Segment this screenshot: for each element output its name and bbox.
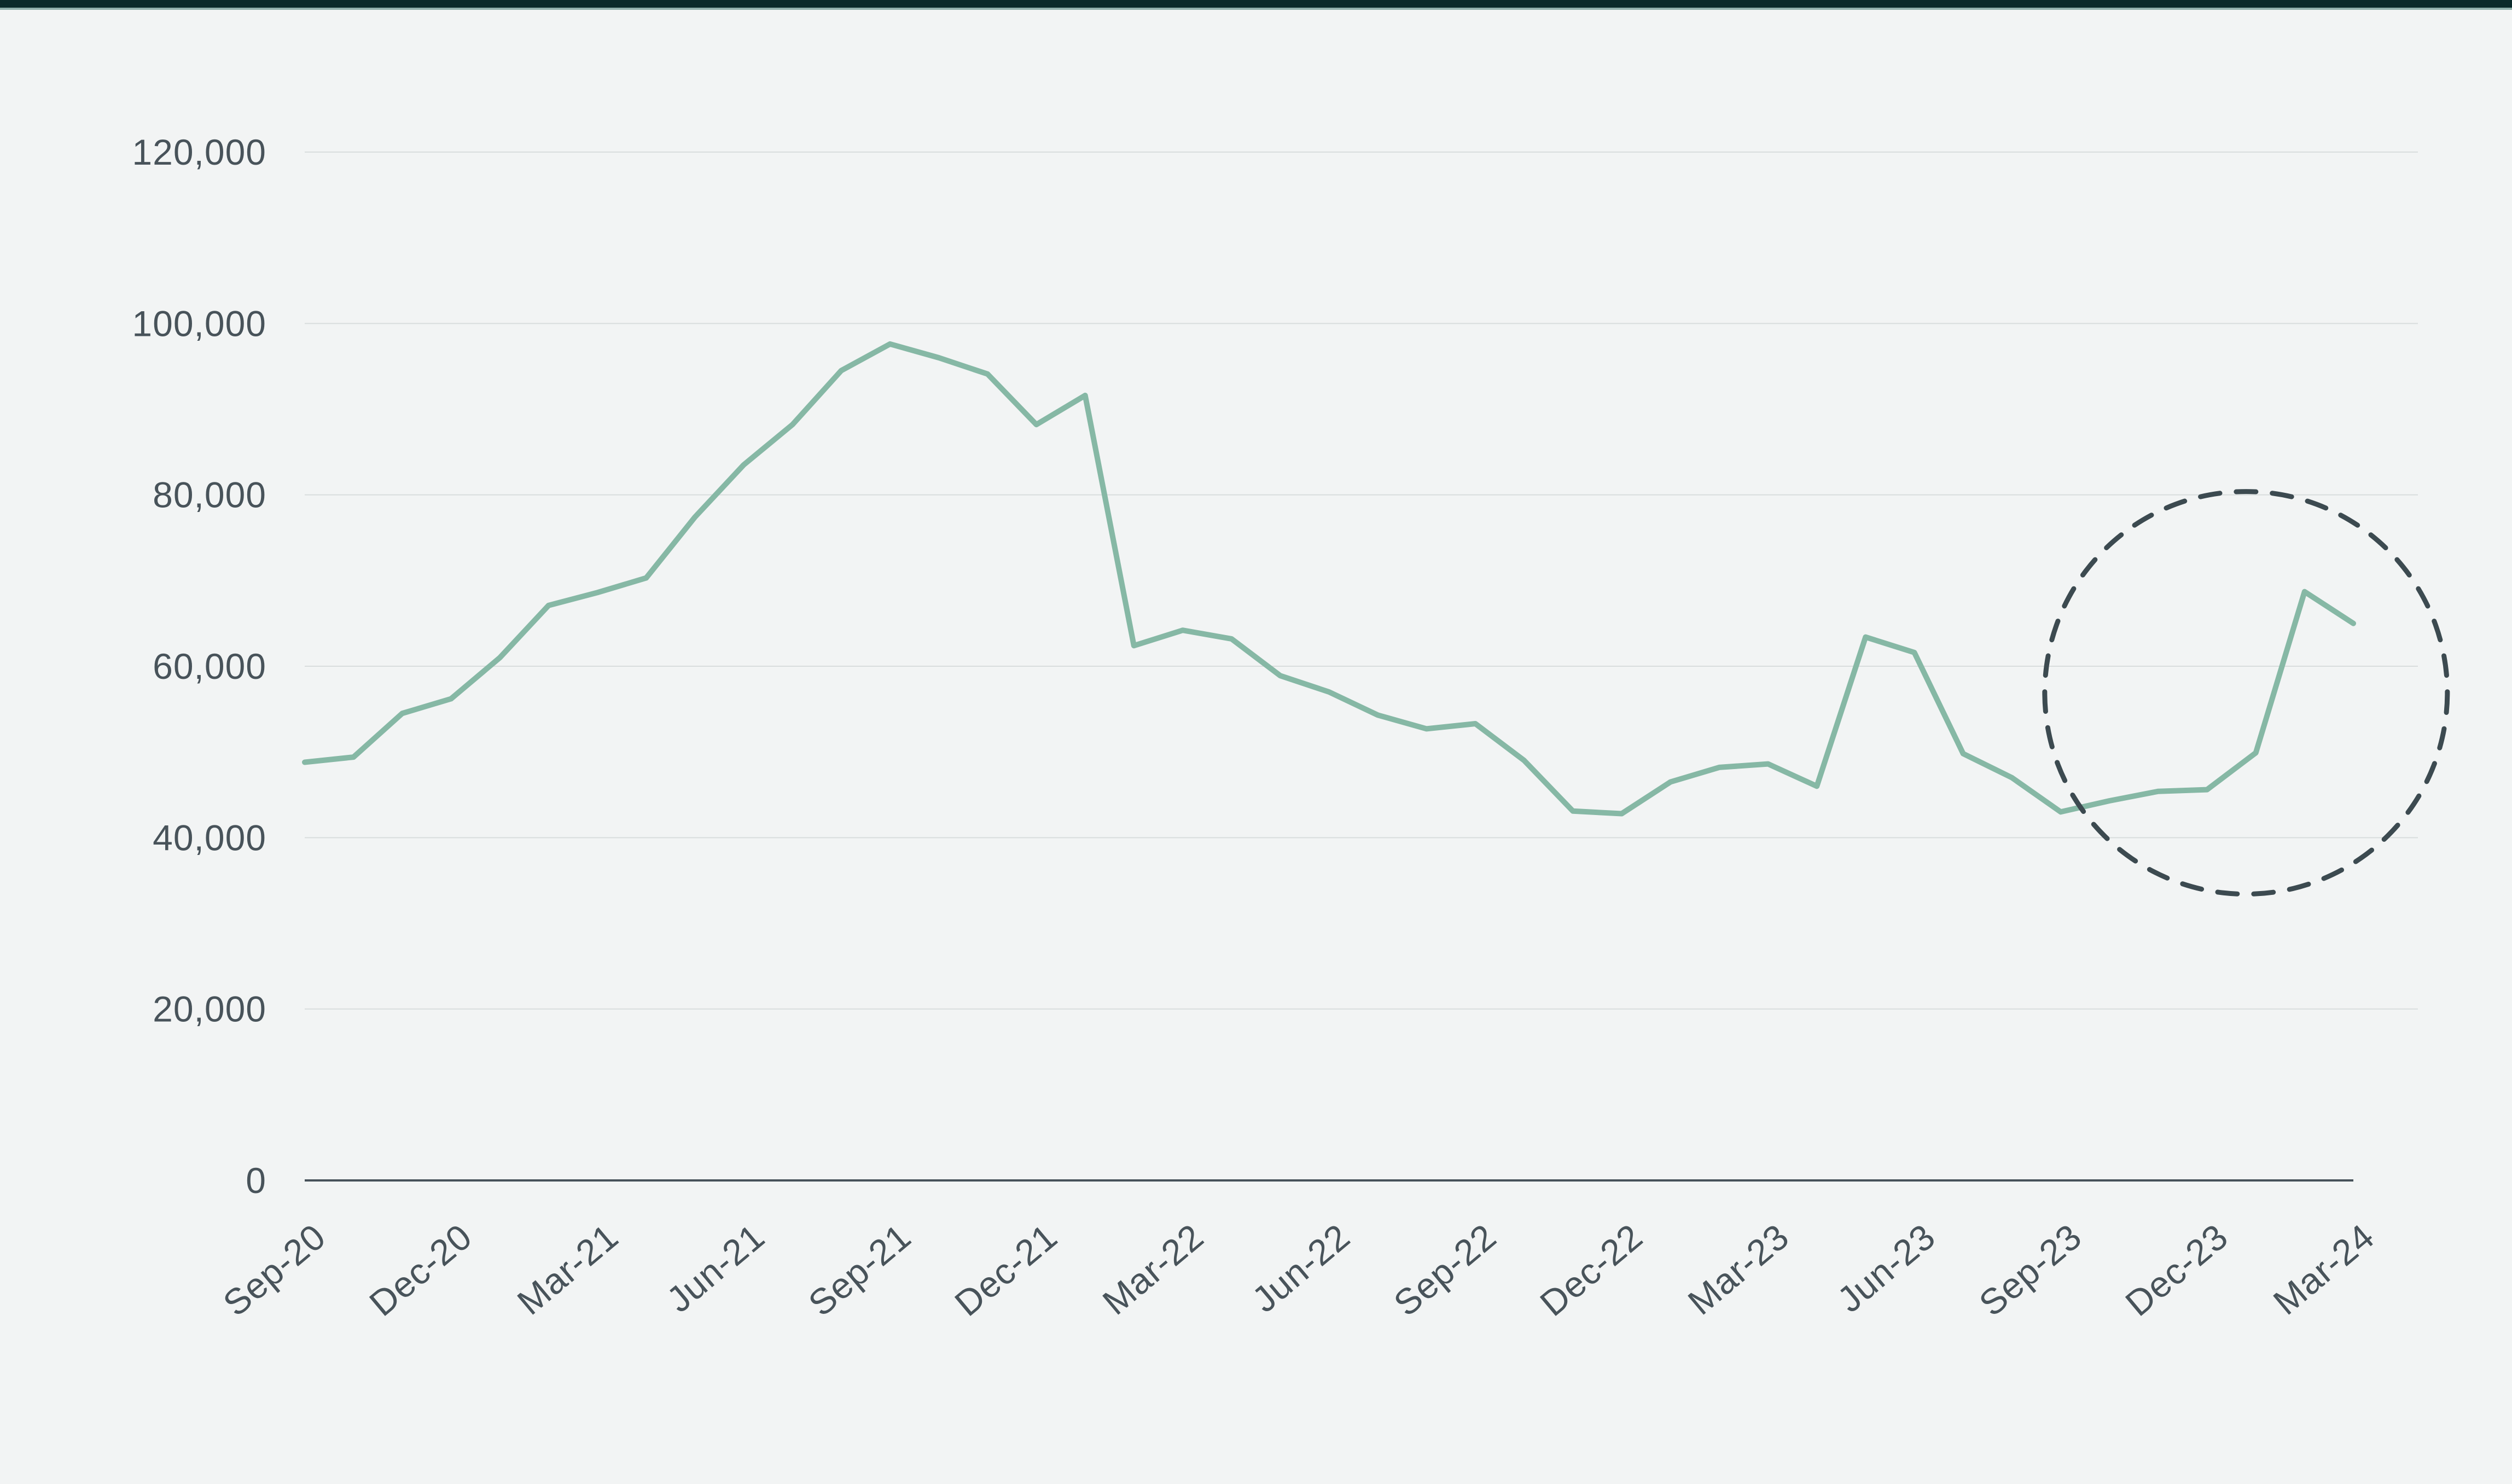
y-axis-tick-label: 120,000 (132, 132, 266, 172)
x-axis-tick-label: Sep-21 (801, 1216, 918, 1324)
y-axis-tick-label: 80,000 (153, 475, 266, 515)
x-axis-tick-label: Dec-23 (2118, 1216, 2235, 1324)
x-axis-tick-label: Mar-23 (1681, 1216, 1796, 1323)
x-axis-tick-label: Mar-21 (510, 1216, 626, 1323)
y-axis-tick-label: 0 (246, 1160, 266, 1201)
x-axis-tick-label: Jun-21 (659, 1216, 772, 1320)
x-axis-tick-label: Sep-23 (1972, 1216, 2089, 1324)
x-axis-tick-label: Dec-22 (1532, 1216, 1650, 1324)
y-axis-tick-label: 20,000 (153, 989, 266, 1029)
x-axis-tick-label: Mar-22 (1095, 1216, 1211, 1323)
x-axis-tick-label: Mar-24 (2266, 1216, 2382, 1323)
x-axis-tick-label: Sep-22 (1386, 1216, 1504, 1324)
x-axis-tick-label: Jun-23 (1830, 1216, 1943, 1320)
annotation-dashed-circle (2042, 489, 2450, 897)
x-axis-tick-label: Jun-22 (1245, 1216, 1358, 1320)
x-axis-tick-label: Dec-20 (362, 1216, 479, 1324)
y-axis-tick-label: 40,000 (153, 817, 266, 858)
x-axis-tick-label: Dec-21 (947, 1216, 1065, 1324)
x-axis-tick-label: Sep-20 (216, 1216, 333, 1324)
y-axis-tick-label: 60,000 (153, 646, 266, 686)
top-accent-bar (0, 0, 2512, 10)
y-axis-tick-label: 100,000 (132, 303, 266, 344)
data-series-line (302, 341, 2356, 817)
